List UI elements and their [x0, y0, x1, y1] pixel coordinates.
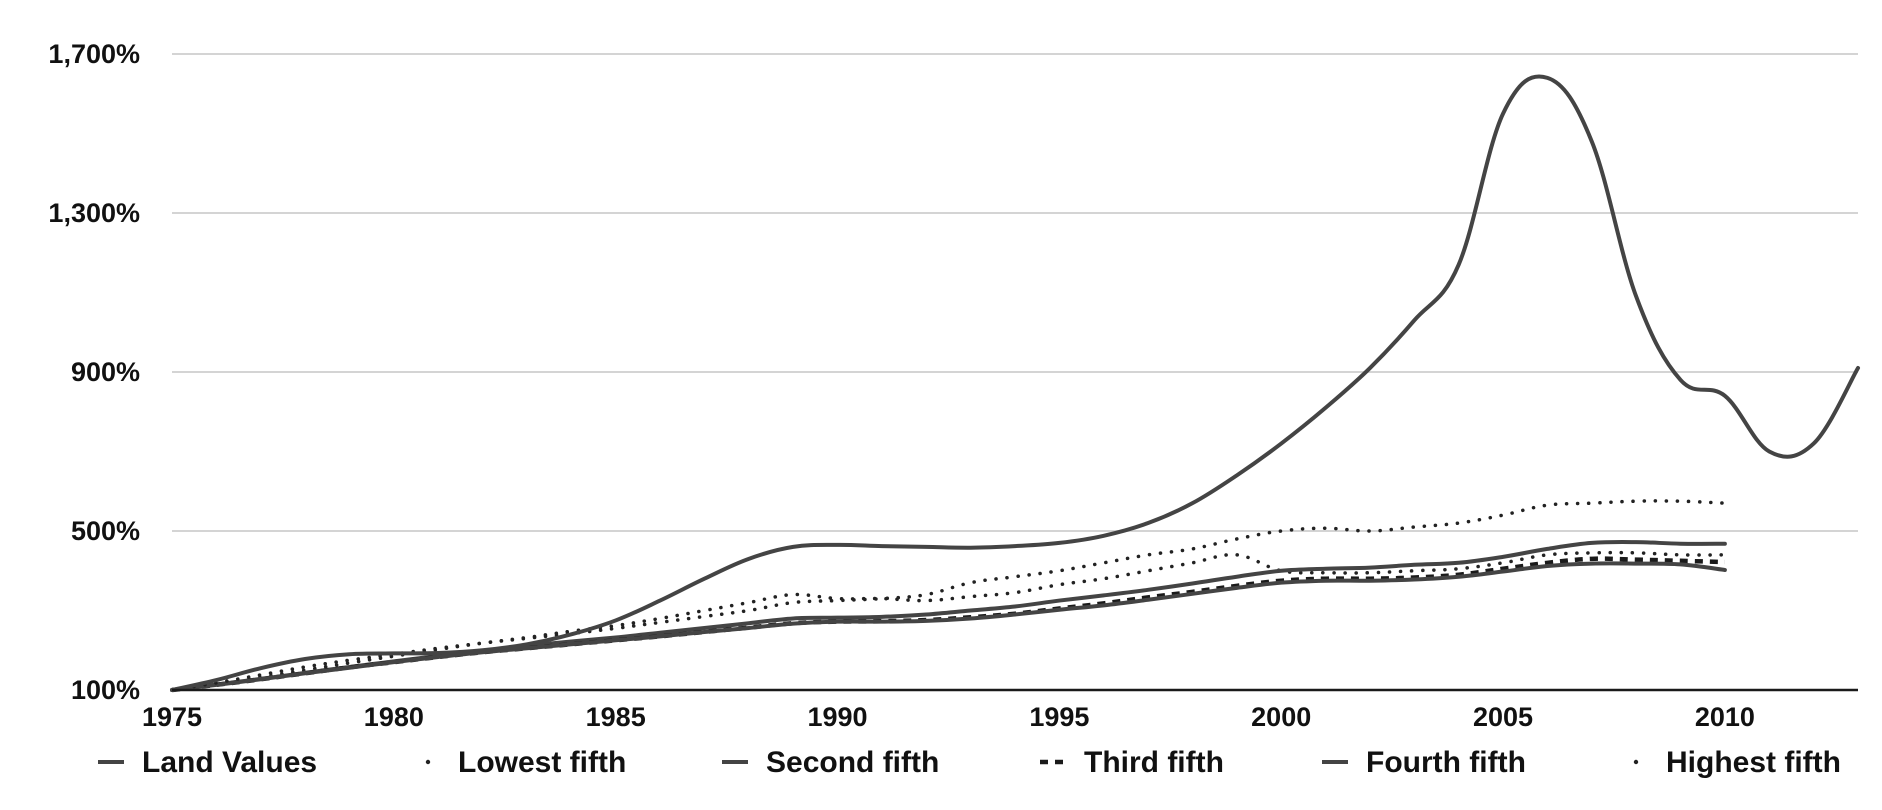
series-line-land-values [170, 74, 1860, 692]
series-line-highest-fifth [170, 499, 1727, 692]
legend-item-fourth-fifth: Fourth fifth [1322, 746, 1526, 779]
x-tick-label: 1995 [1029, 702, 1089, 732]
legend: Land Values Lowest fifth Second fifth Third… [98, 746, 1841, 779]
legend-item-second-fifth: Second fifth [722, 746, 939, 779]
x-tick-label: 1975 [142, 702, 202, 732]
y-tick-label: 900% [71, 357, 140, 387]
x-tick-label: 1990 [807, 702, 867, 732]
legend-label: Fourth fifth [1366, 746, 1526, 779]
legend-label: Land Values [142, 746, 317, 779]
legend-label: Second fifth [766, 746, 939, 779]
legend-label: Highest fifth [1666, 746, 1841, 779]
series-line-second-fifth [170, 539, 1727, 692]
x-tick-label: 2010 [1695, 702, 1755, 732]
x-axis-tick-labels: 1975 1980 1985 1990 1995 2000 2005 2010 [142, 702, 1755, 732]
x-tick-label: 2005 [1473, 702, 1533, 732]
y-axis-tick-labels: 100% 500% 900% 1,300% 1,700% [48, 39, 140, 705]
legend-swatch [425, 759, 431, 765]
series-line-third-fifth [171, 556, 1725, 693]
x-tick-label: 2000 [1251, 702, 1311, 732]
legend-item-third-fifth: Third fifth [1040, 746, 1224, 779]
series-lines [170, 74, 1860, 693]
series-line-fourth-fifth [170, 561, 1727, 692]
y-tick-label: 1,700% [48, 39, 140, 69]
gridlines [172, 53, 1858, 532]
y-tick-label: 500% [71, 516, 140, 546]
legend-item-lowest-fifth: Lowest fifth [425, 746, 626, 779]
y-tick-label: 100% [71, 675, 140, 705]
legend-item-highest-fifth: Highest fifth [1633, 746, 1841, 779]
y-tick-label: 1,300% [48, 198, 140, 228]
legend-swatch [1633, 759, 1639, 765]
x-tick-label: 1985 [586, 702, 646, 732]
legend-label: Lowest fifth [458, 746, 626, 779]
legend-item-land-values: Land Values [98, 746, 317, 779]
x-tick-label: 1980 [364, 702, 424, 732]
legend-label: Third fifth [1084, 746, 1224, 779]
